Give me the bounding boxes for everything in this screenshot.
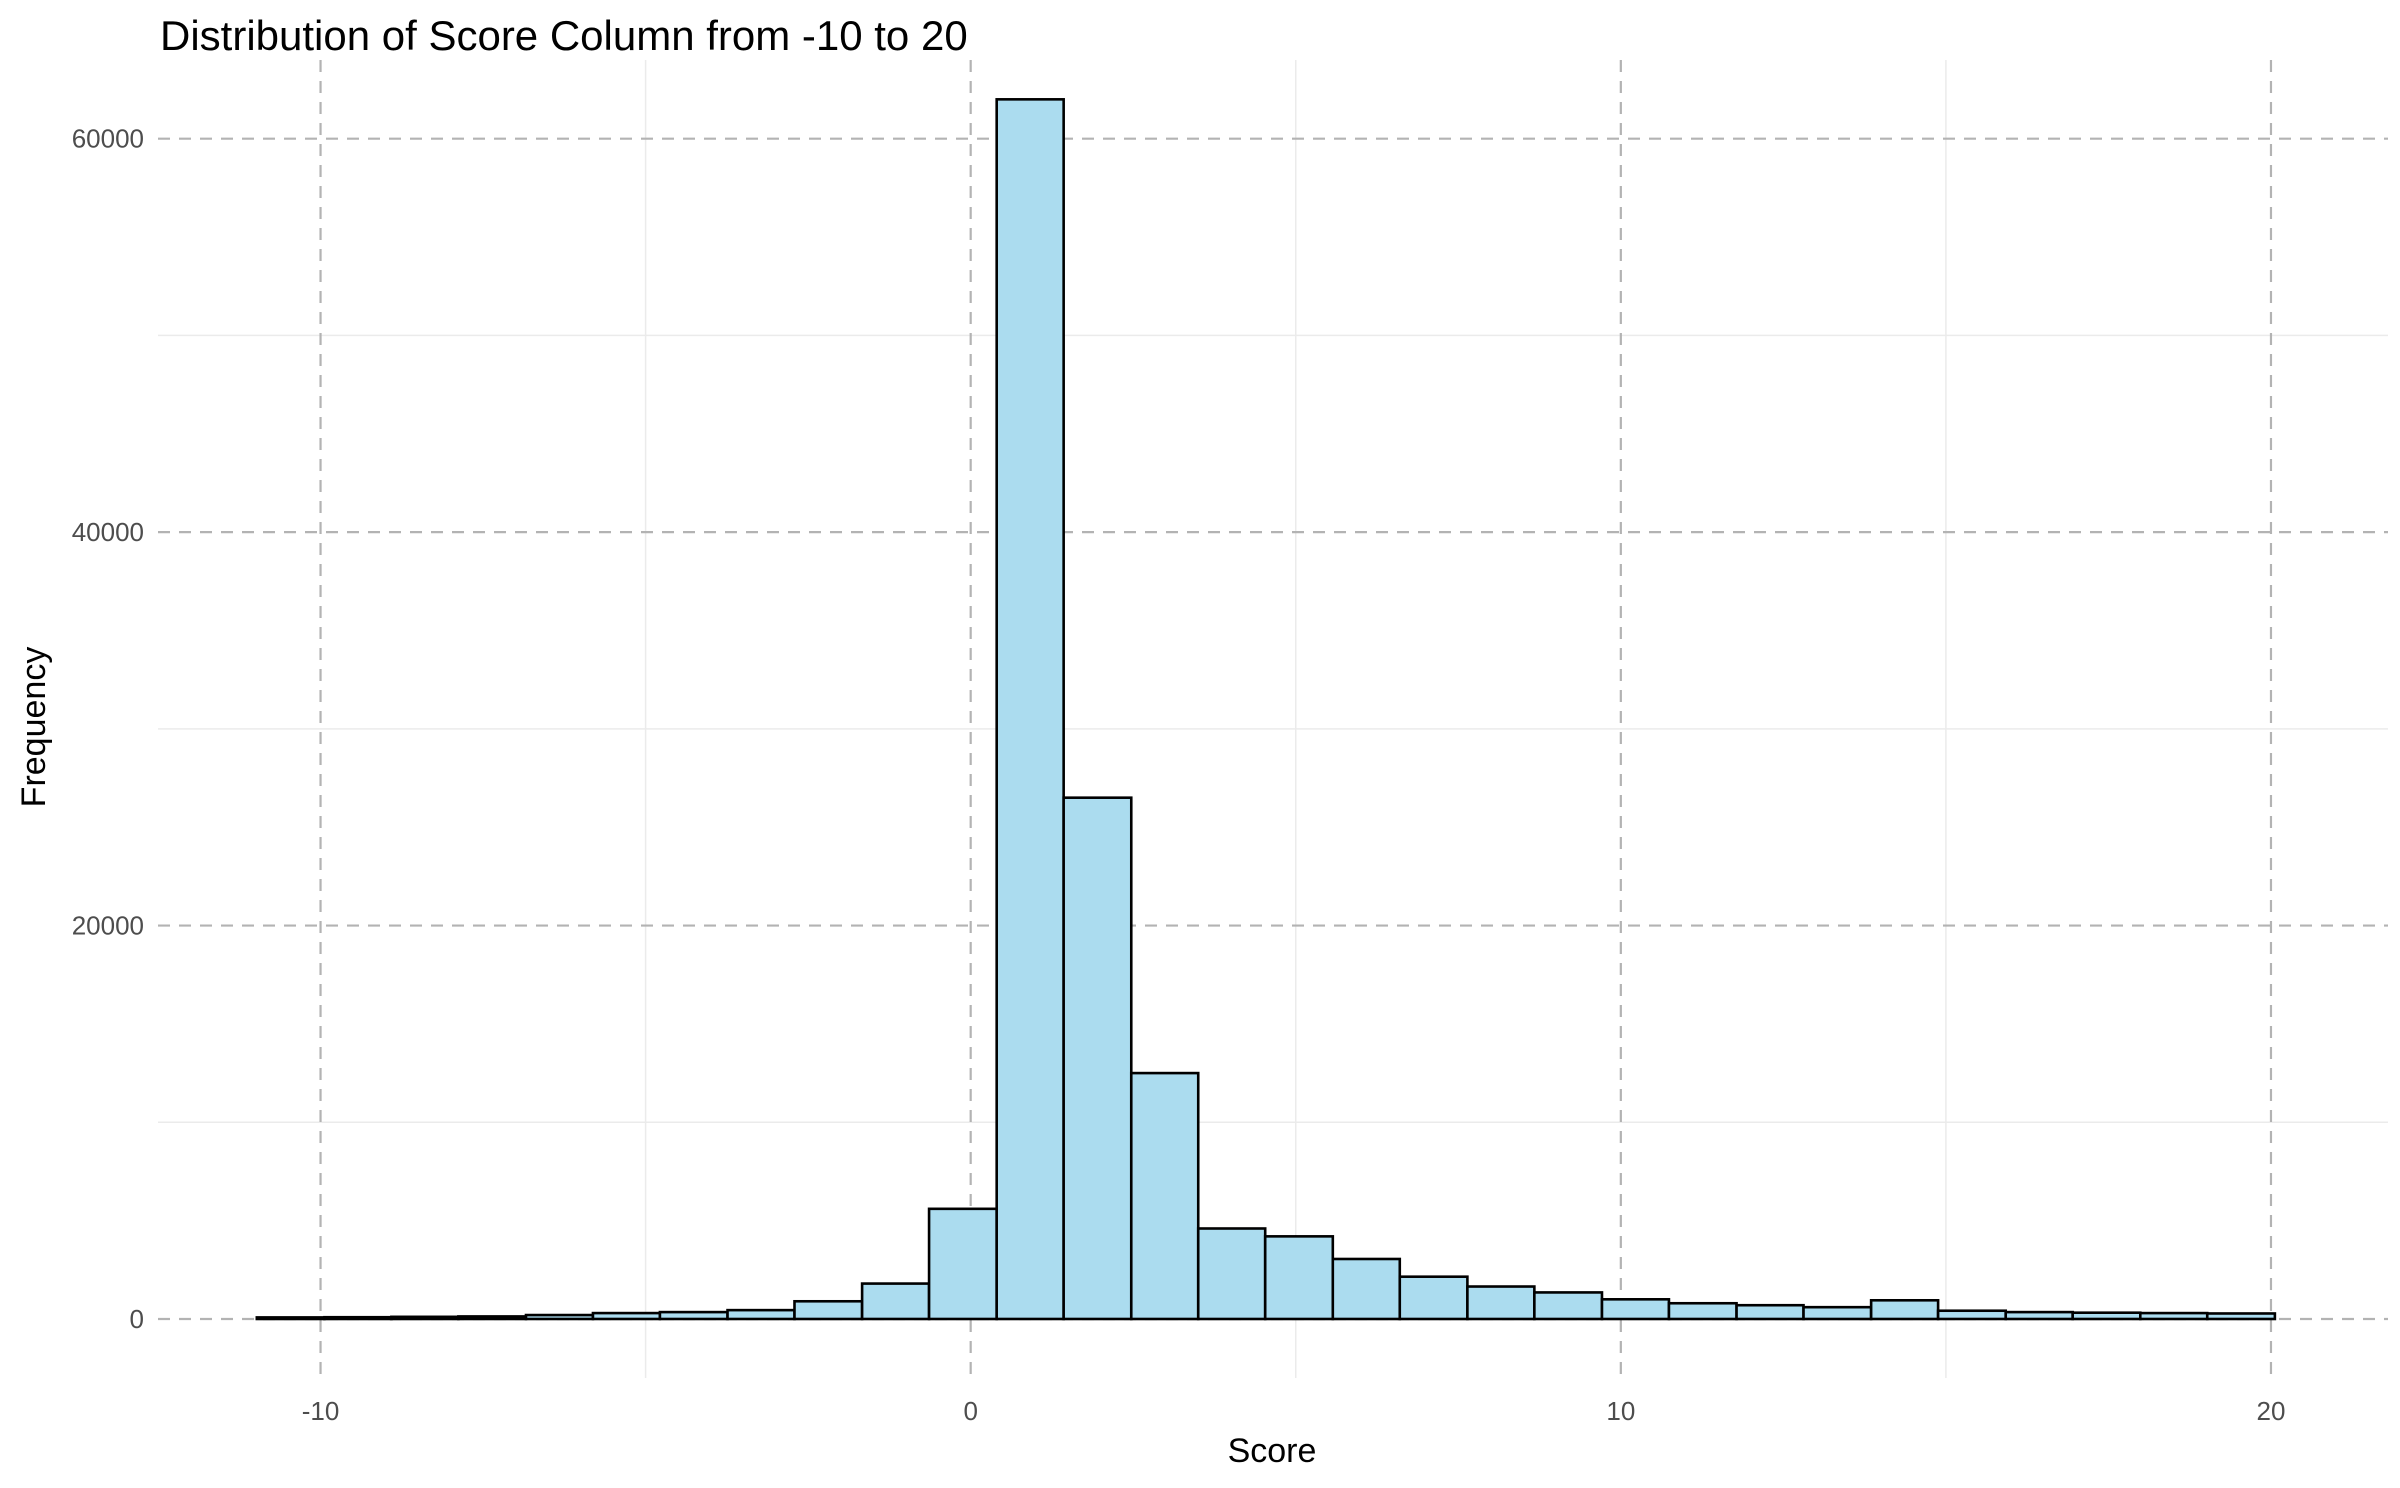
y-tick-label: 40000 (72, 517, 144, 547)
histogram-bar (995, 98, 1065, 1321)
x-tick-label: -10 (302, 1396, 340, 1426)
histogram-bar (1667, 1301, 1738, 1321)
histogram-bar (1196, 1227, 1267, 1321)
histogram-bar (1331, 1257, 1402, 1321)
histogram-bar (860, 1282, 931, 1321)
chart-title: Distribution of Score Column from -10 to… (160, 12, 968, 59)
histogram-bar (2205, 1312, 2277, 1321)
histogram-bar (726, 1308, 796, 1321)
y-tick-label: 20000 (72, 911, 144, 941)
histogram-bar (658, 1310, 729, 1321)
histogram-bar (524, 1313, 595, 1321)
histogram-bar (2071, 1311, 2142, 1321)
histogram-bar (793, 1299, 864, 1321)
histogram-bar (2004, 1310, 2074, 1321)
histogram-bar (1062, 796, 1133, 1321)
x-tick-label: 20 (2257, 1396, 2286, 1426)
histogram-bar (2138, 1311, 2209, 1321)
x-tick-label: 10 (1606, 1396, 1635, 1426)
histogram-bar (1129, 1071, 1200, 1321)
x-tick-label: 0 (963, 1396, 977, 1426)
histogram-bar (1466, 1285, 1536, 1321)
y-tick-label: 0 (130, 1304, 144, 1334)
histogram-bar (927, 1207, 998, 1321)
histogram-bar (1936, 1309, 2008, 1321)
histogram-bar (1802, 1305, 1873, 1321)
histogram-bar (390, 1315, 460, 1321)
y-tick-label: 60000 (72, 124, 144, 154)
histogram-bar (1735, 1303, 1805, 1321)
histogram-bar (1600, 1298, 1671, 1321)
histogram-bar (255, 1316, 326, 1321)
x-axis-title: Score (1228, 1432, 1317, 1470)
histogram-bar (1263, 1235, 1335, 1321)
histogram-bar (457, 1315, 528, 1321)
histogram-bar (323, 1315, 393, 1321)
tick-labels-layer: -10 0 10 20 0 20000 40000 60000 (72, 124, 2286, 1426)
histogram-bar (1533, 1291, 1604, 1321)
grid-layer (158, 60, 2388, 1378)
y-axis-title: Frequency (15, 647, 53, 808)
histogram-bar (591, 1311, 662, 1321)
bars-layer (255, 98, 2277, 1321)
histogram-bar (1869, 1298, 1940, 1321)
histogram-bar (1398, 1275, 1469, 1321)
